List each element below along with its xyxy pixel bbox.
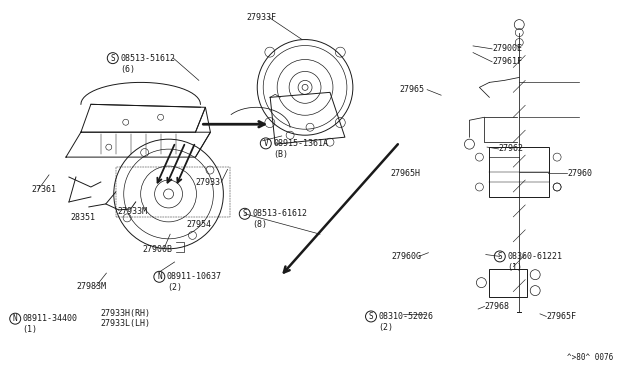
Text: V: V xyxy=(264,139,268,148)
Text: 08513-51612: 08513-51612 xyxy=(120,54,175,62)
Text: 08513-61612: 08513-61612 xyxy=(252,209,307,218)
Text: 27983M: 27983M xyxy=(76,282,106,291)
Text: ^>80^ 0076: ^>80^ 0076 xyxy=(567,353,613,362)
Text: 27361: 27361 xyxy=(32,185,57,194)
Text: (6): (6) xyxy=(120,65,135,74)
Text: 27965H: 27965H xyxy=(390,169,420,177)
Text: S: S xyxy=(243,209,247,218)
Text: (1): (1) xyxy=(22,325,38,334)
Text: 27933H(RH): 27933H(RH) xyxy=(100,310,150,318)
Text: (8): (8) xyxy=(252,220,268,229)
Text: S: S xyxy=(111,54,115,62)
Text: N: N xyxy=(157,272,162,281)
Text: 27965: 27965 xyxy=(400,85,425,94)
Text: 27900E: 27900E xyxy=(492,44,522,53)
Text: 08360-61221: 08360-61221 xyxy=(508,252,563,261)
Text: 08911-34400: 08911-34400 xyxy=(22,314,77,323)
Text: 08911-10637: 08911-10637 xyxy=(167,272,222,281)
Text: 27961F: 27961F xyxy=(492,57,522,66)
Text: 27933L(LH): 27933L(LH) xyxy=(100,320,150,328)
Text: 27960: 27960 xyxy=(568,169,593,177)
Text: 27965F: 27965F xyxy=(547,312,577,321)
Text: 28351: 28351 xyxy=(70,213,95,222)
Text: 27933F: 27933F xyxy=(246,13,276,22)
Text: (1): (1) xyxy=(508,263,522,272)
Text: 08915-1361A: 08915-1361A xyxy=(273,139,328,148)
Text: 27968: 27968 xyxy=(484,302,509,311)
Text: (2): (2) xyxy=(167,283,182,292)
Text: 08310-52026: 08310-52026 xyxy=(378,312,433,321)
Text: 27933M: 27933M xyxy=(118,208,148,217)
Text: 27954: 27954 xyxy=(186,221,211,230)
Text: 27900B: 27900B xyxy=(143,244,173,253)
Text: 27933: 27933 xyxy=(196,178,221,187)
Text: 27962: 27962 xyxy=(499,144,524,153)
Text: N: N xyxy=(13,314,17,323)
Text: (B): (B) xyxy=(273,150,288,159)
Text: S: S xyxy=(497,252,502,261)
Text: 27960G: 27960G xyxy=(392,252,421,261)
Text: (2): (2) xyxy=(378,323,394,332)
Text: S: S xyxy=(369,312,373,321)
